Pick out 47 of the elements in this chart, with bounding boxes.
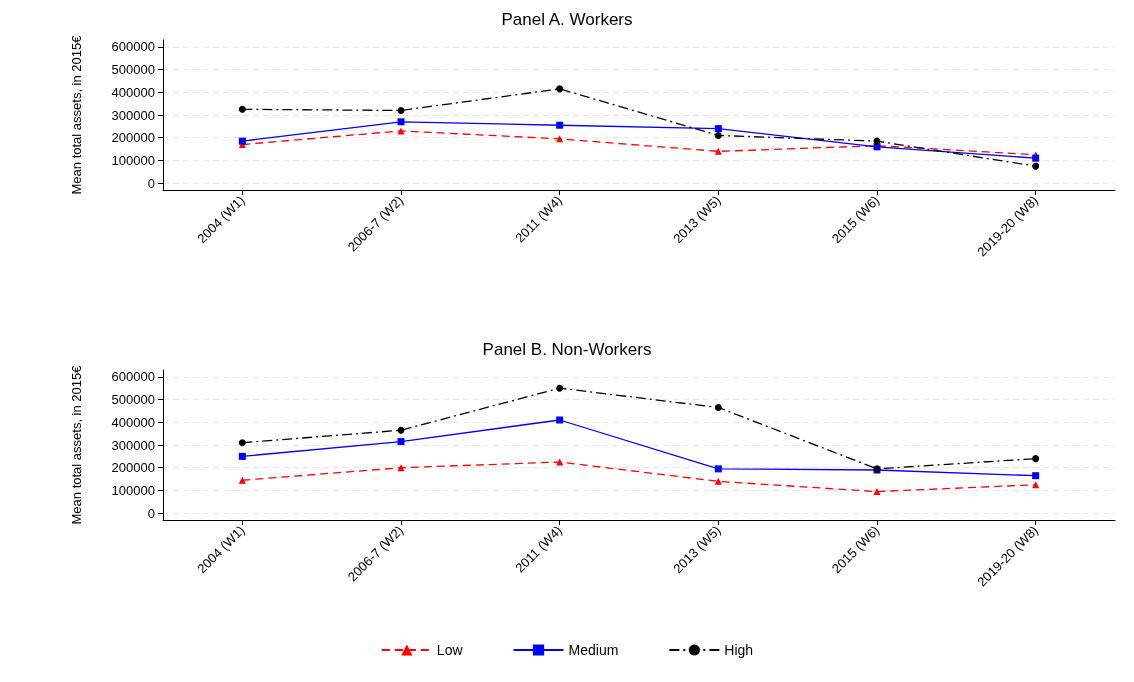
point <box>714 477 722 485</box>
y-tick-label: 200000 <box>111 460 155 476</box>
y-axis-title: Mean total assets, in 2015€ <box>69 34 84 195</box>
point <box>238 476 246 484</box>
legend-label: High <box>724 642 754 658</box>
y-tick-label: 600000 <box>111 39 155 55</box>
point <box>397 118 405 126</box>
point <box>397 438 405 446</box>
chart-title: Panel A. Workers <box>501 10 633 29</box>
y-tick-label: 100000 <box>111 482 155 498</box>
point <box>714 125 722 133</box>
point <box>714 404 722 411</box>
point <box>397 106 405 114</box>
point <box>714 147 722 155</box>
point <box>556 121 564 129</box>
point <box>1032 162 1040 170</box>
point <box>714 465 722 473</box>
point <box>397 464 405 472</box>
point <box>1032 455 1040 463</box>
chart-title: Panel B. Non-Workers <box>482 340 652 359</box>
point <box>397 426 405 434</box>
y-tick-label: 500000 <box>111 392 155 408</box>
y-tick-label: 300000 <box>111 107 155 123</box>
point <box>397 127 405 135</box>
y-tick-label: 0 <box>147 505 155 521</box>
point <box>873 488 881 496</box>
point <box>238 105 246 113</box>
point <box>556 458 564 466</box>
y-axis-title: Mean total assets, in 2015€ <box>69 364 84 525</box>
y-tick-label: 500000 <box>111 62 155 78</box>
y-tick-label: 100000 <box>111 152 155 168</box>
legend-label: Medium <box>568 642 619 658</box>
y-tick-label: 300000 <box>111 437 155 453</box>
point <box>1032 472 1040 480</box>
point <box>556 85 564 93</box>
legend-label: Low <box>436 642 464 658</box>
y-tick-label: 0 <box>147 175 155 191</box>
y-tick-label: 200000 <box>111 130 155 146</box>
point <box>556 416 564 424</box>
point <box>238 137 246 145</box>
point <box>238 439 246 447</box>
y-tick-label: 400000 <box>111 84 155 100</box>
point <box>238 452 246 460</box>
y-tick-label: 600000 <box>111 369 155 385</box>
y-tick-label: 400000 <box>111 414 155 430</box>
point <box>714 131 722 139</box>
point <box>556 384 564 392</box>
